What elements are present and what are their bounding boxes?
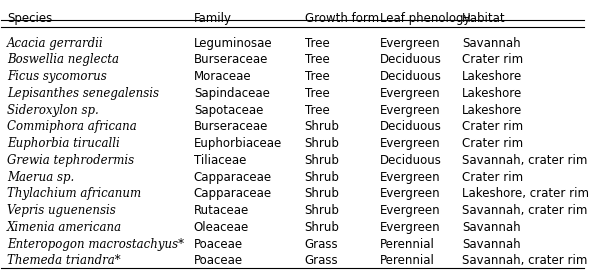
Text: Savannah: Savannah [462, 238, 520, 251]
Text: Burseraceae: Burseraceae [194, 53, 268, 66]
Text: Sideroxylon sp.: Sideroxylon sp. [7, 103, 99, 117]
Text: Euphorbiaceae: Euphorbiaceae [194, 137, 282, 150]
Text: Grass: Grass [305, 254, 338, 267]
Text: Lakeshore, crater rim: Lakeshore, crater rim [462, 187, 589, 200]
Text: Poaceae: Poaceae [194, 254, 243, 267]
Text: Crater rim: Crater rim [462, 120, 523, 133]
Text: Evergreen: Evergreen [380, 103, 441, 117]
Text: Deciduous: Deciduous [380, 120, 442, 133]
Text: Evergreen: Evergreen [380, 204, 441, 217]
Text: Crater rim: Crater rim [462, 53, 523, 66]
Text: Sapindaceae: Sapindaceae [194, 87, 270, 100]
Text: Leguminosae: Leguminosae [194, 37, 272, 49]
Text: Tree: Tree [305, 37, 329, 49]
Text: Deciduous: Deciduous [380, 70, 442, 83]
Text: Shrub: Shrub [305, 154, 340, 167]
Text: Crater rim: Crater rim [462, 137, 523, 150]
Text: Commiphora africana: Commiphora africana [7, 120, 137, 133]
Text: Moraceae: Moraceae [194, 70, 251, 83]
Text: Savannah, crater rim: Savannah, crater rim [462, 204, 587, 217]
Text: Tree: Tree [305, 103, 329, 117]
Text: Shrub: Shrub [305, 171, 340, 183]
Text: Habitat: Habitat [462, 12, 506, 25]
Text: Perennial: Perennial [380, 254, 435, 267]
Text: Savannah: Savannah [462, 221, 520, 234]
Text: Deciduous: Deciduous [380, 53, 442, 66]
Text: Lepisanthes senegalensis: Lepisanthes senegalensis [7, 87, 159, 100]
Text: Evergreen: Evergreen [380, 187, 441, 200]
Text: Tree: Tree [305, 53, 329, 66]
Text: Vepris uguenensis: Vepris uguenensis [7, 204, 116, 217]
Text: Oleaceae: Oleaceae [194, 221, 249, 234]
Text: Thylachium africanum: Thylachium africanum [7, 187, 142, 200]
Text: Shrub: Shrub [305, 120, 340, 133]
Text: Shrub: Shrub [305, 187, 340, 200]
Text: Burseraceae: Burseraceae [194, 120, 268, 133]
Text: Lakeshore: Lakeshore [462, 87, 522, 100]
Text: Crater rim: Crater rim [462, 171, 523, 183]
Text: Evergreen: Evergreen [380, 137, 441, 150]
Text: Lakeshore: Lakeshore [462, 103, 522, 117]
Text: Savannah, crater rim: Savannah, crater rim [462, 154, 587, 167]
Text: Ximenia americana: Ximenia americana [7, 221, 123, 234]
Text: Poaceae: Poaceae [194, 238, 243, 251]
Text: Evergreen: Evergreen [380, 171, 441, 183]
Text: Evergreen: Evergreen [380, 37, 441, 49]
Text: Boswellia neglecta: Boswellia neglecta [7, 53, 119, 66]
Text: Savannah, crater rim: Savannah, crater rim [462, 254, 587, 267]
Text: Perennial: Perennial [380, 238, 435, 251]
Text: Euphorbia tirucalli: Euphorbia tirucalli [7, 137, 120, 150]
Text: Growth form: Growth form [305, 12, 379, 25]
Text: Capparaceae: Capparaceae [194, 187, 272, 200]
Text: Themeda triandra*: Themeda triandra* [7, 254, 121, 267]
Text: Shrub: Shrub [305, 221, 340, 234]
Text: Sapotaceae: Sapotaceae [194, 103, 263, 117]
Text: Leaf phenology: Leaf phenology [380, 12, 471, 25]
Text: Grewia tephrodermis: Grewia tephrodermis [7, 154, 134, 167]
Text: Evergreen: Evergreen [380, 221, 441, 234]
Text: Shrub: Shrub [305, 137, 340, 150]
Text: Evergreen: Evergreen [380, 87, 441, 100]
Text: Acacia gerrardii: Acacia gerrardii [7, 37, 104, 49]
Text: Maerua sp.: Maerua sp. [7, 171, 74, 183]
Text: Savannah: Savannah [462, 37, 520, 49]
Text: Capparaceae: Capparaceae [194, 171, 272, 183]
Text: Tiliaceae: Tiliaceae [194, 154, 246, 167]
Text: Deciduous: Deciduous [380, 154, 442, 167]
Text: Tree: Tree [305, 70, 329, 83]
Text: Ficus sycomorus: Ficus sycomorus [7, 70, 107, 83]
Text: Rutaceae: Rutaceae [194, 204, 249, 217]
Text: Family: Family [194, 12, 232, 25]
Text: Grass: Grass [305, 238, 338, 251]
Text: Shrub: Shrub [305, 204, 340, 217]
Text: Enteropogon macrostachyus*: Enteropogon macrostachyus* [7, 238, 185, 251]
Text: Species: Species [7, 12, 53, 25]
Text: Lakeshore: Lakeshore [462, 70, 522, 83]
Text: Tree: Tree [305, 87, 329, 100]
